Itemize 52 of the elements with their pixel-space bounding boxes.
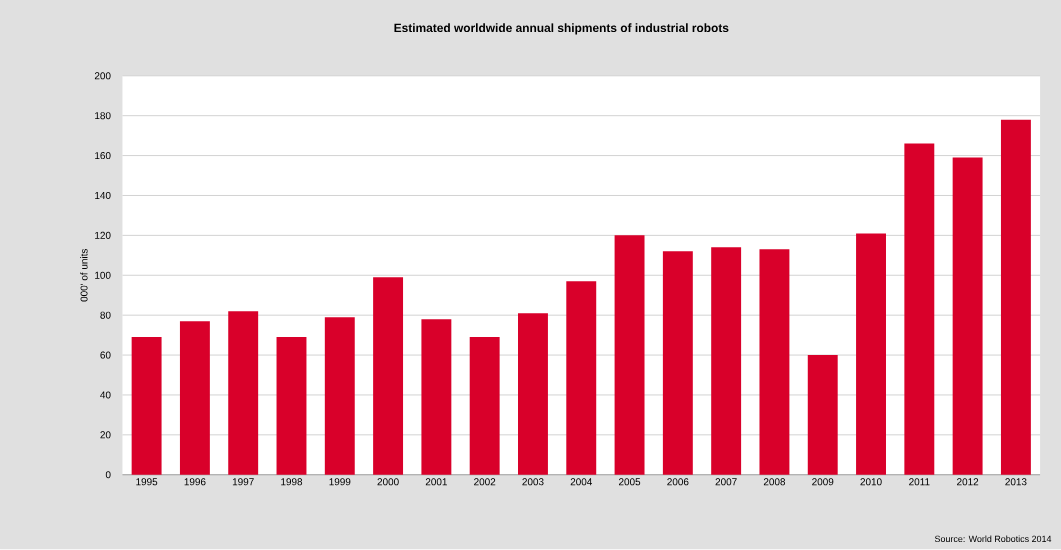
bar: [807, 355, 838, 475]
x-tick-label: 1997: [232, 478, 254, 486]
y-tick-label: 40: [100, 391, 111, 399]
x-tick-label: 1999: [329, 478, 351, 486]
x-tick-label: 2009: [812, 478, 834, 486]
bar: [614, 235, 645, 475]
bar: [518, 313, 548, 475]
y-tick-label: 160: [95, 152, 111, 160]
bar: [952, 157, 983, 475]
x-tick-label: 2012: [957, 478, 979, 486]
y-tick-label: 0: [105, 471, 111, 479]
x-tick-label: 2002: [474, 478, 496, 486]
bar: [373, 277, 404, 475]
y-tick-label: 100: [95, 271, 111, 279]
bar: [1000, 119, 1031, 475]
x-tick-label: 2001: [425, 478, 447, 486]
y-tick-label: 140: [95, 192, 111, 200]
bar: [179, 321, 210, 475]
x-tick-label: 2010: [860, 478, 882, 486]
bar: [421, 319, 452, 475]
bar: [276, 337, 307, 475]
chart-title: Estimated worldwide annual shipments of industrial robots: [394, 23, 729, 35]
bar: [904, 143, 935, 475]
x-tick-label: 2011: [909, 478, 930, 486]
bar: [131, 337, 162, 475]
bar: [228, 311, 259, 475]
y-tick-label: 180: [95, 112, 111, 120]
x-tick-label: 1998: [281, 478, 303, 486]
y-tick-label: 120: [95, 232, 111, 240]
x-tick-label: 1996: [184, 478, 206, 486]
bar: [759, 249, 790, 475]
bar: [856, 233, 886, 475]
y-tick-label: 60: [100, 351, 111, 359]
y-axis-title: 000' of units: [80, 249, 88, 302]
bar: [469, 337, 500, 475]
bar: [711, 247, 742, 475]
y-tick-label: 200: [94, 72, 111, 80]
x-tick-label: 2000: [377, 478, 399, 486]
x-tick-label: 2003: [522, 478, 544, 486]
y-tick-label: 20: [100, 431, 111, 439]
x-tick-label: 2007: [715, 478, 737, 486]
source-note: Source: World Robotics 2014: [934, 535, 1052, 543]
x-tick-label: 2004: [570, 478, 593, 486]
bar: [662, 251, 693, 475]
x-tick-label: 2013: [1005, 478, 1027, 486]
x-tick-label: 2006: [667, 478, 689, 486]
bar: [324, 317, 355, 475]
x-tick-label: 2008: [763, 478, 786, 486]
x-tick-label: 1995: [136, 478, 158, 486]
bar: [566, 281, 597, 475]
x-tick-label: 2005: [619, 478, 641, 486]
y-tick-label: 80: [100, 311, 111, 319]
